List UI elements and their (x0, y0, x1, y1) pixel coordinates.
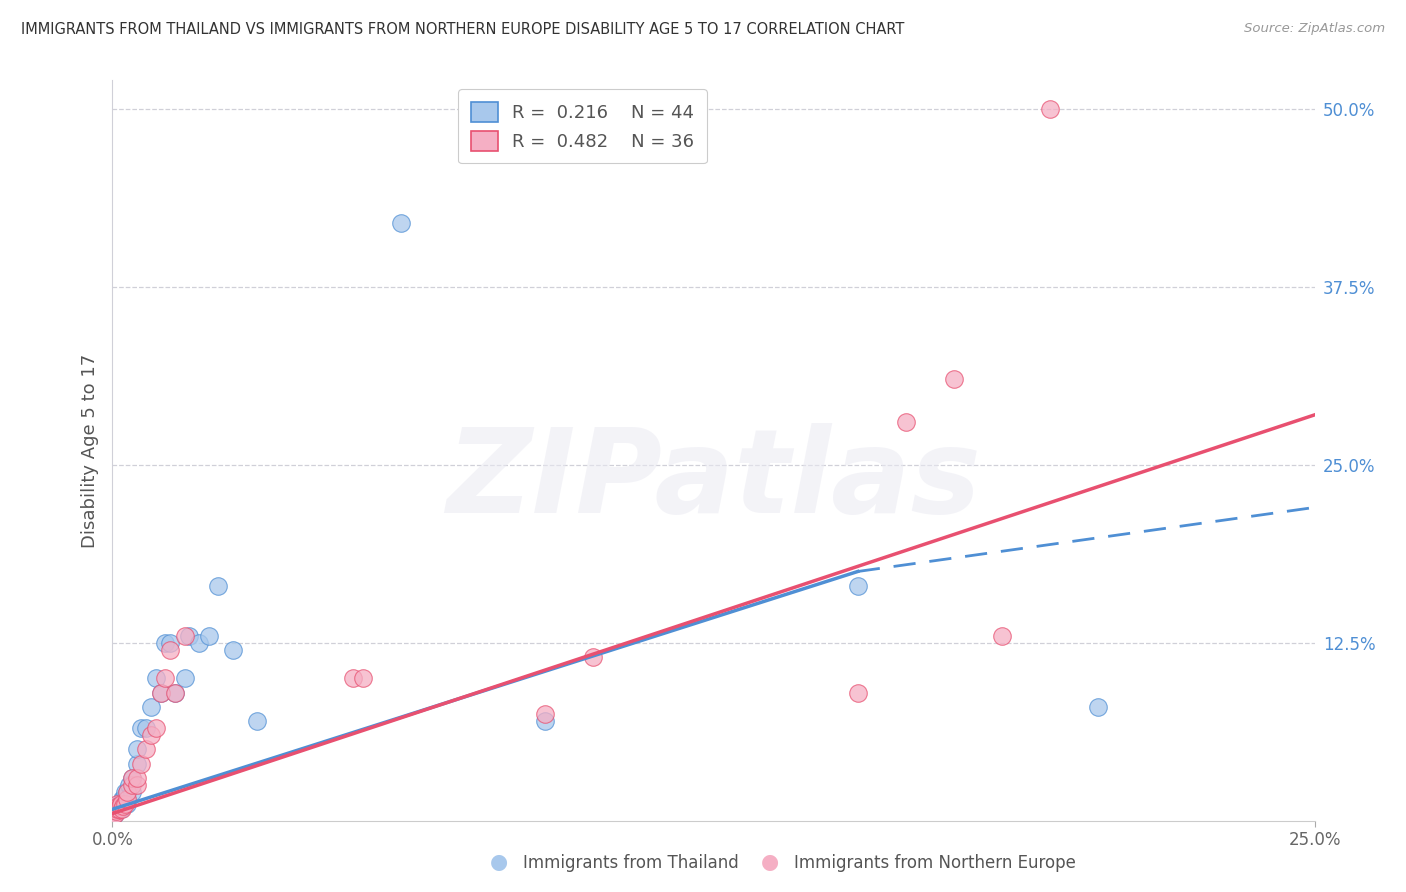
Point (121, 771, 143, 785)
Point (163, 685, 186, 699)
Point (846, 579, 869, 593)
Point (991, 629, 1014, 643)
Point (115, 785, 138, 799)
Point (207, 579, 229, 593)
Point (149, 685, 172, 699)
Point (582, 649, 605, 664)
Point (121, 771, 143, 785)
Point (118, 778, 141, 792)
Text: IMMIGRANTS FROM THAILAND VS IMMIGRANTS FROM NORTHERN EUROPE DISABILITY AGE 5 TO : IMMIGRANTS FROM THAILAND VS IMMIGRANTS F… (21, 22, 904, 37)
Point (105, 799, 128, 814)
Point (104, 806, 127, 821)
Point (107, 802, 129, 816)
Point (125, 771, 148, 785)
Point (125, 742, 148, 756)
Y-axis label: Disability Age 5 to 17: Disability Age 5 to 17 (80, 353, 98, 548)
Point (108, 802, 131, 816)
Point (114, 785, 136, 799)
Text: ●: ● (762, 853, 779, 872)
Point (159, 635, 181, 649)
Point (145, 721, 167, 735)
Point (111, 799, 134, 814)
Text: ZIPatlas: ZIPatlas (446, 423, 981, 538)
Point (179, 629, 201, 643)
Point (115, 792, 138, 806)
Point (105, 797, 128, 811)
Point (115, 785, 138, 799)
Point (110, 799, 132, 814)
Point (389, 216, 412, 230)
Point (125, 778, 148, 792)
Point (131, 756, 153, 771)
Point (149, 685, 172, 699)
Point (104, 806, 127, 821)
Point (105, 804, 128, 818)
Point (110, 802, 132, 816)
Point (115, 792, 138, 806)
Point (1087, 699, 1109, 714)
Point (107, 799, 129, 814)
Point (108, 799, 131, 814)
Point (103, 806, 125, 821)
Point (121, 778, 143, 792)
Point (197, 629, 219, 643)
Point (145, 671, 167, 685)
Point (188, 635, 211, 649)
Point (114, 797, 136, 811)
Point (163, 685, 186, 699)
Point (352, 671, 374, 685)
Point (139, 699, 162, 714)
Point (121, 785, 143, 799)
Text: ●: ● (491, 853, 508, 872)
Point (103, 806, 125, 821)
Point (135, 742, 157, 756)
Point (894, 415, 917, 429)
Point (139, 728, 162, 742)
Point (108, 797, 131, 811)
Point (105, 802, 128, 816)
Point (110, 797, 132, 811)
Text: Source: ZipAtlas.com: Source: ZipAtlas.com (1244, 22, 1385, 36)
Point (107, 799, 129, 814)
Point (159, 642, 181, 657)
Point (155, 671, 177, 685)
Point (125, 756, 148, 771)
Point (105, 802, 128, 816)
Point (534, 714, 557, 728)
Legend: R =  0.216    N = 44, R =  0.482    N = 36: R = 0.216 N = 44, R = 0.482 N = 36 (458, 89, 707, 163)
Point (246, 714, 269, 728)
Point (155, 635, 177, 649)
Point (942, 372, 965, 386)
Point (342, 671, 364, 685)
Point (173, 629, 195, 643)
Point (534, 706, 557, 721)
Point (846, 685, 869, 699)
Point (1039, 102, 1062, 116)
Text: Immigrants from Thailand: Immigrants from Thailand (523, 855, 738, 872)
Point (112, 799, 135, 814)
Point (135, 721, 157, 735)
Point (222, 642, 245, 657)
Point (111, 792, 134, 806)
Point (112, 797, 135, 811)
Point (112, 792, 135, 806)
Point (111, 802, 134, 816)
Text: Immigrants from Northern Europe: Immigrants from Northern Europe (794, 855, 1076, 872)
Point (131, 721, 153, 735)
Point (115, 797, 138, 811)
Point (108, 799, 131, 814)
Point (104, 804, 127, 818)
Point (173, 671, 195, 685)
Point (108, 799, 131, 814)
